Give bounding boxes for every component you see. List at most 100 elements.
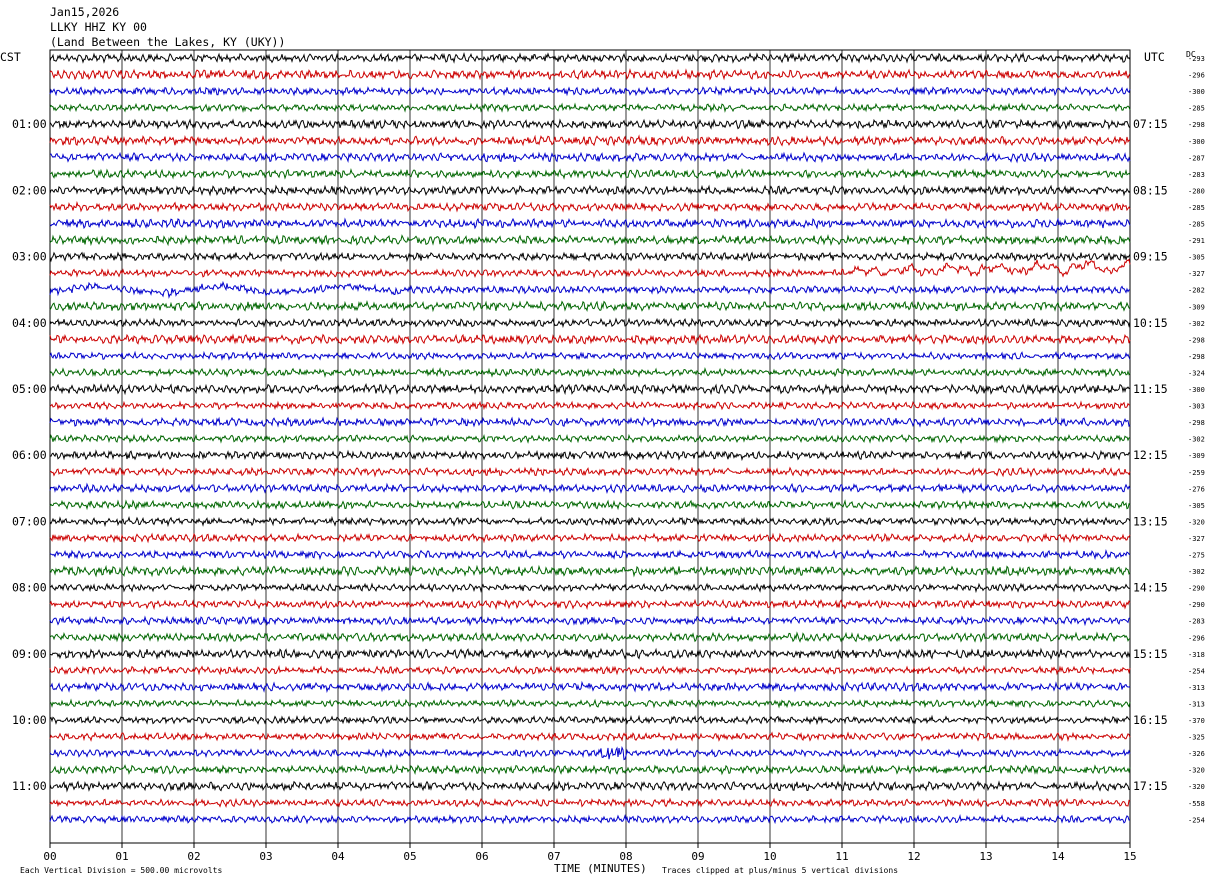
seismic-trace xyxy=(49,151,1131,164)
dc-offset-label: -302 xyxy=(1188,320,1205,328)
dc-label: DC xyxy=(1186,50,1196,59)
seismic-trace xyxy=(49,251,1131,263)
dc-offset-label: -326 xyxy=(1188,750,1205,758)
seismic-trace xyxy=(49,449,1131,462)
x-axis-title: TIME (MINUTES) xyxy=(554,862,647,875)
cst-hour-label: 08:00 xyxy=(12,581,47,595)
utc-hour-label: 15:15 xyxy=(1133,647,1168,661)
cst-hour-label: 05:00 xyxy=(12,382,47,396)
dc-offset-label: -254 xyxy=(1188,667,1205,675)
utc-hour-label: 16:15 xyxy=(1133,713,1168,727)
dc-offset-label: -309 xyxy=(1188,452,1205,460)
dc-offset-label: -290 xyxy=(1188,585,1205,593)
dc-offset-label: -254 xyxy=(1188,816,1205,824)
seismic-trace xyxy=(50,680,1131,694)
plot-frame xyxy=(49,49,1131,844)
utc-hour-label: 09:15 xyxy=(1133,250,1168,264)
cst-hour-label: 10:00 xyxy=(12,713,47,727)
dc-offset-label: -296 xyxy=(1188,72,1205,80)
dc-offset-label: -320 xyxy=(1188,767,1205,775)
dc-offset-label: -275 xyxy=(1188,552,1205,560)
dc-offset-label: -324 xyxy=(1188,369,1205,377)
seismic-trace xyxy=(49,300,1131,313)
x-tick-label: 15 xyxy=(1123,850,1136,863)
x-tick-label: 08 xyxy=(619,850,632,863)
utc-hour-label: 08:15 xyxy=(1133,183,1168,197)
seismic-trace xyxy=(49,797,1131,809)
utc-hour-label: 07:15 xyxy=(1133,117,1168,131)
seismic-trace xyxy=(49,167,1131,180)
seismic-trace xyxy=(49,280,1131,299)
dc-offset-label: -298 xyxy=(1188,336,1205,344)
utc-hour-label: 14:15 xyxy=(1133,581,1168,595)
seismic-trace xyxy=(49,698,1131,709)
dc-offset-label: -285 xyxy=(1188,204,1205,212)
dc-offset-label: -282 xyxy=(1188,287,1205,295)
seismic-trace xyxy=(49,433,1131,445)
seismic-trace xyxy=(49,499,1131,511)
location-label: (Land Between the Lakes, KY (UKY)) xyxy=(50,35,286,49)
x-tick-label: 01 xyxy=(115,850,128,863)
cst-hour-label: 07:00 xyxy=(12,514,47,528)
dc-offset-label: -259 xyxy=(1188,469,1205,477)
dc-offset-label: -298 xyxy=(1188,353,1205,361)
dc-offset-label: -300 xyxy=(1188,138,1205,146)
x-tick-label: 12 xyxy=(907,850,920,863)
clip-note: Traces clipped at plus/minus 5 vertical … xyxy=(662,866,899,875)
dc-offset-label: -327 xyxy=(1188,535,1205,543)
dc-offset-label: -309 xyxy=(1188,303,1205,311)
cst-hour-label: 06:00 xyxy=(12,448,47,462)
dc-offset-label: -300 xyxy=(1188,88,1205,96)
cst-hour-label: 04:00 xyxy=(12,316,47,330)
cst-hour-label: 11:00 xyxy=(12,779,47,793)
dc-offset-label: -313 xyxy=(1188,684,1205,692)
seismic-trace xyxy=(49,814,1130,825)
dc-offset-label: -293 xyxy=(1188,55,1205,63)
dc-offset-label: -290 xyxy=(1188,601,1205,609)
seismic-trace xyxy=(49,515,1131,528)
seismic-trace xyxy=(49,745,1131,761)
dc-offset-label: -285 xyxy=(1188,221,1205,229)
dc-offset-label: -318 xyxy=(1188,651,1205,659)
seismic-trace xyxy=(49,400,1131,411)
dc-offset-label: -320 xyxy=(1188,783,1205,791)
dc-offset-label: -291 xyxy=(1188,237,1205,245)
utc-hour-label: 11:15 xyxy=(1133,382,1168,396)
seismic-trace xyxy=(49,482,1131,495)
seismic-trace xyxy=(49,52,1131,64)
x-tick-label: 14 xyxy=(1051,850,1065,863)
seismic-trace xyxy=(49,118,1131,131)
seismic-trace xyxy=(49,258,1131,279)
x-tick-label: 02 xyxy=(187,850,200,863)
seismic-trace xyxy=(49,234,1131,247)
dc-offset-label: -285 xyxy=(1188,105,1205,113)
seismic-trace xyxy=(49,134,1131,147)
seismic-trace xyxy=(49,68,1131,81)
seismic-trace xyxy=(49,714,1131,726)
dc-offset-label: -325 xyxy=(1188,734,1205,742)
seismic-trace xyxy=(49,333,1131,346)
seismic-trace xyxy=(49,763,1131,776)
seismic-trace xyxy=(49,102,1131,113)
x-tick-label: 03 xyxy=(259,850,272,863)
cst-hour-label: 02:00 xyxy=(12,183,47,197)
dc-offset-label: -303 xyxy=(1188,403,1205,411)
x-tick-label: 13 xyxy=(979,850,992,863)
x-tick-label: 04 xyxy=(331,850,345,863)
dc-offset-label: -305 xyxy=(1188,254,1205,262)
seismic-trace xyxy=(49,532,1131,544)
utc-hour-label: 12:15 xyxy=(1133,448,1168,462)
dc-offset-label: -298 xyxy=(1188,419,1205,427)
x-tick-label: 05 xyxy=(403,850,416,863)
seismic-trace xyxy=(49,367,1131,378)
seismic-trace xyxy=(49,780,1131,793)
dc-offset-label: -283 xyxy=(1188,171,1205,179)
seismic-trace xyxy=(49,582,1131,594)
cst-hour-label: 09:00 xyxy=(12,647,47,661)
seismic-trace xyxy=(49,731,1131,742)
seismic-trace xyxy=(49,598,1131,611)
seismic-trace xyxy=(49,548,1131,561)
utc-hour-label: 10:15 xyxy=(1133,316,1168,330)
dc-offset-label: -558 xyxy=(1188,800,1205,808)
